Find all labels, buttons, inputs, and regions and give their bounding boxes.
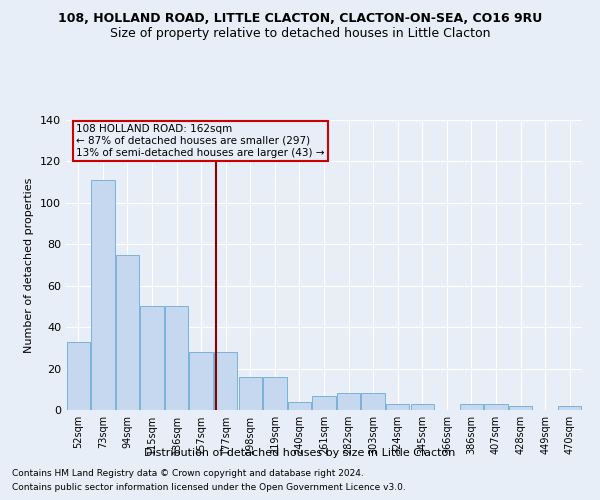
Text: Contains HM Land Registry data © Crown copyright and database right 2024.: Contains HM Land Registry data © Crown c… xyxy=(12,468,364,477)
Bar xyxy=(116,254,139,410)
Text: Contains public sector information licensed under the Open Government Licence v3: Contains public sector information licen… xyxy=(12,484,406,492)
Bar xyxy=(214,352,238,410)
Bar xyxy=(386,404,409,410)
Text: Distribution of detached houses by size in Little Clacton: Distribution of detached houses by size … xyxy=(145,448,455,458)
Bar xyxy=(558,406,581,410)
Bar xyxy=(140,306,164,410)
Text: Size of property relative to detached houses in Little Clacton: Size of property relative to detached ho… xyxy=(110,28,490,40)
Bar xyxy=(190,352,213,410)
Bar xyxy=(410,404,434,410)
Text: 108, HOLLAND ROAD, LITTLE CLACTON, CLACTON-ON-SEA, CO16 9RU: 108, HOLLAND ROAD, LITTLE CLACTON, CLACT… xyxy=(58,12,542,26)
Bar xyxy=(313,396,335,410)
Bar xyxy=(91,180,115,410)
Text: 108 HOLLAND ROAD: 162sqm
← 87% of detached houses are smaller (297)
13% of semi-: 108 HOLLAND ROAD: 162sqm ← 87% of detach… xyxy=(76,124,325,158)
Bar xyxy=(460,404,483,410)
Bar xyxy=(484,404,508,410)
Y-axis label: Number of detached properties: Number of detached properties xyxy=(25,178,34,352)
Bar xyxy=(263,377,287,410)
Bar xyxy=(288,402,311,410)
Bar xyxy=(337,394,360,410)
Bar xyxy=(165,306,188,410)
Bar xyxy=(239,377,262,410)
Bar xyxy=(509,406,532,410)
Bar xyxy=(361,394,385,410)
Bar xyxy=(67,342,90,410)
